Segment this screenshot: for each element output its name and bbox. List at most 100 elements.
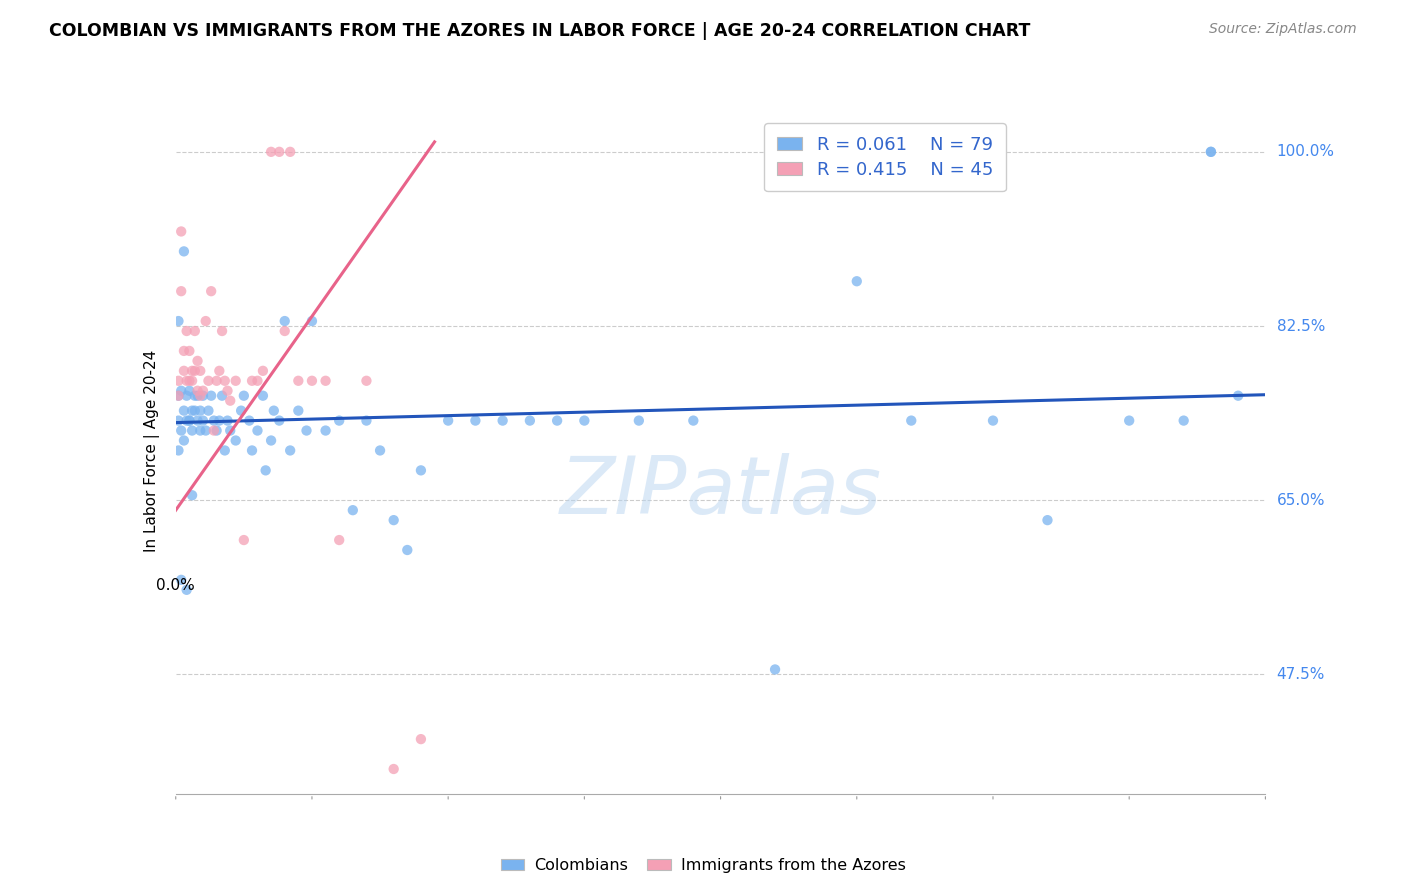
Point xyxy=(763,663,786,677)
Point xyxy=(191,414,214,428)
Point xyxy=(1118,414,1140,428)
Point xyxy=(1227,389,1250,403)
Point xyxy=(202,424,225,438)
Point xyxy=(240,443,263,458)
Point xyxy=(315,424,337,438)
Point xyxy=(231,403,253,417)
Point xyxy=(194,314,217,328)
Point xyxy=(167,443,190,458)
Point xyxy=(382,762,405,776)
Point xyxy=(170,224,193,238)
Text: 100.0%: 100.0% xyxy=(1277,145,1334,160)
Point xyxy=(179,374,201,388)
Text: Source: ZipAtlas.com: Source: ZipAtlas.com xyxy=(1209,22,1357,37)
Text: 0.0%: 0.0% xyxy=(156,577,195,592)
Point xyxy=(981,414,1004,428)
Point xyxy=(186,389,209,403)
Point xyxy=(170,573,193,587)
Point xyxy=(181,364,204,378)
Point xyxy=(173,244,195,259)
Point xyxy=(167,374,190,388)
Point xyxy=(170,424,193,438)
Legend: R = 0.061    N = 79, R = 0.415    N = 45: R = 0.061 N = 79, R = 0.415 N = 45 xyxy=(765,123,1005,192)
Point xyxy=(328,533,350,547)
Point xyxy=(173,364,195,378)
Point xyxy=(225,434,247,448)
Point xyxy=(167,389,190,403)
Point xyxy=(627,414,650,428)
Point xyxy=(900,414,922,428)
Point xyxy=(197,374,219,388)
Point xyxy=(845,274,868,288)
Point xyxy=(176,582,198,597)
Point xyxy=(184,364,207,378)
Point xyxy=(315,374,337,388)
Point xyxy=(519,414,541,428)
Point xyxy=(437,414,460,428)
Point xyxy=(246,424,269,438)
Text: 47.5%: 47.5% xyxy=(1277,667,1324,681)
Point xyxy=(1173,414,1195,428)
Point xyxy=(254,463,277,477)
Point xyxy=(682,414,704,428)
Point xyxy=(356,374,378,388)
Point xyxy=(181,488,204,502)
Point xyxy=(240,374,263,388)
Point xyxy=(186,414,209,428)
Point xyxy=(342,503,364,517)
Point xyxy=(219,424,242,438)
Point xyxy=(167,314,190,328)
Point xyxy=(184,403,207,417)
Point xyxy=(181,424,204,438)
Point xyxy=(1036,513,1059,527)
Point xyxy=(409,463,432,477)
Point xyxy=(208,364,231,378)
Point xyxy=(205,374,228,388)
Point xyxy=(356,414,378,428)
Point xyxy=(176,389,198,403)
Point xyxy=(263,403,285,417)
Point xyxy=(167,389,190,403)
Text: 82.5%: 82.5% xyxy=(1277,318,1324,334)
Point xyxy=(200,284,222,298)
Point xyxy=(176,374,198,388)
Point xyxy=(295,424,318,438)
Point xyxy=(211,324,233,338)
Point xyxy=(202,414,225,428)
Point xyxy=(274,324,297,338)
Point xyxy=(269,145,291,159)
Text: COLOMBIAN VS IMMIGRANTS FROM THE AZORES IN LABOR FORCE | AGE 20-24 CORRELATION C: COLOMBIAN VS IMMIGRANTS FROM THE AZORES … xyxy=(49,22,1031,40)
Point xyxy=(492,414,515,428)
Point xyxy=(194,424,217,438)
Point xyxy=(217,414,239,428)
Point xyxy=(179,343,201,358)
Point xyxy=(197,403,219,417)
Point xyxy=(1199,145,1222,159)
Point xyxy=(328,414,350,428)
Point xyxy=(181,374,204,388)
Point xyxy=(225,374,247,388)
Point xyxy=(179,384,201,398)
Point xyxy=(278,145,301,159)
Point xyxy=(188,389,211,403)
Point xyxy=(184,324,207,338)
Point xyxy=(188,364,211,378)
Point xyxy=(246,374,269,388)
Point xyxy=(211,389,233,403)
Point xyxy=(252,364,274,378)
Point xyxy=(260,145,283,159)
Point xyxy=(217,384,239,398)
Point xyxy=(301,374,323,388)
Point xyxy=(205,424,228,438)
Point xyxy=(179,414,201,428)
Point xyxy=(274,314,297,328)
Point xyxy=(219,393,242,408)
Point xyxy=(232,389,254,403)
Point xyxy=(238,414,260,428)
Point xyxy=(396,543,419,558)
Text: ZIPatlas: ZIPatlas xyxy=(560,452,882,531)
Point xyxy=(287,403,309,417)
Point xyxy=(464,414,486,428)
Point xyxy=(232,533,254,547)
Point xyxy=(173,403,195,417)
